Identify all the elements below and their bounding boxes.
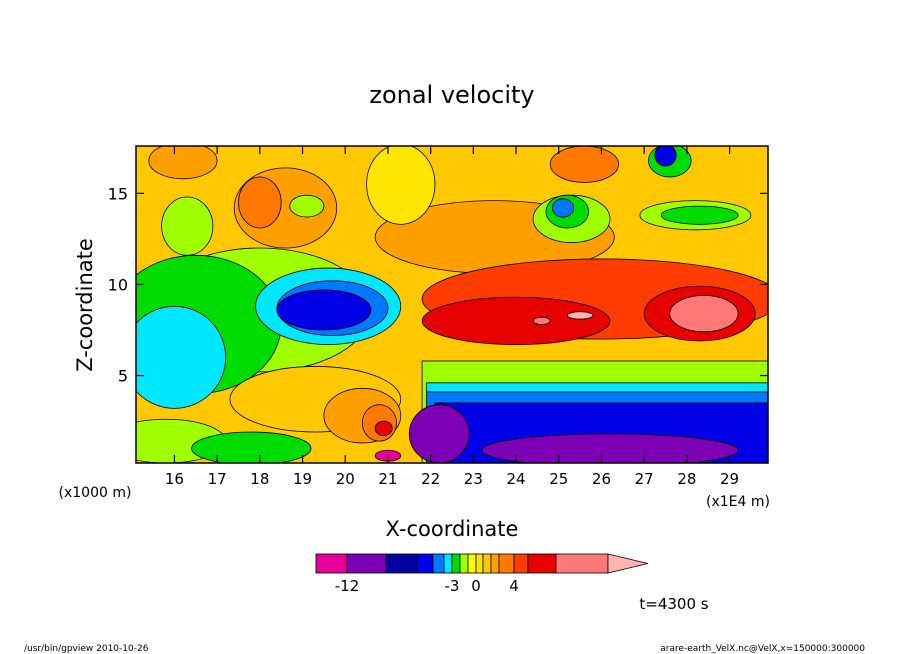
x-tick-label: 26 — [592, 470, 611, 488]
x-tick-label: 23 — [464, 470, 483, 488]
x-tick-label: 29 — [720, 470, 739, 488]
x-axis: 16 17 18 19 20 21 22 23 24 25 26 27 28 29 — [165, 146, 739, 488]
colorbar-extend-arrow — [607, 553, 649, 574]
colorbar-swatch — [416, 553, 434, 574]
colorbar-swatch — [490, 553, 500, 574]
x-tick-label: 24 — [507, 470, 526, 488]
chart-title: zonal velocity — [369, 81, 534, 109]
x-tick-label: 28 — [677, 470, 696, 488]
colorbar-swatch — [467, 553, 477, 574]
x-axis-label: X-coordinate — [386, 517, 519, 541]
x-tick-label: 19 — [293, 470, 312, 488]
x-unit-left: (x1000 m) — [59, 485, 132, 501]
footer-left: /usr/bin/gpview 2010-10-26 — [24, 644, 149, 654]
x-tick-label: 22 — [421, 470, 440, 488]
colorbar-tick-label: 4 — [509, 577, 519, 595]
y-tick-label: 15 — [108, 184, 128, 203]
time-label: t=4300 s — [639, 595, 708, 613]
colorbar-swatch — [346, 553, 387, 574]
colorbar-swatch — [432, 553, 445, 574]
x-tick-label: 21 — [378, 470, 397, 488]
y-axis: 5 10 15 — [108, 184, 768, 386]
colorbar-tick-label: -12 — [335, 577, 360, 595]
x-tick-label: 20 — [336, 470, 355, 488]
y-tick-label: 10 — [108, 275, 128, 294]
velocity-field — [136, 146, 768, 463]
x-unit-right: (x1E4 m) — [706, 494, 770, 510]
colorbar-swatch — [385, 553, 418, 574]
x-tick-label: 18 — [250, 470, 269, 488]
colorbar-tick-label: 0 — [471, 577, 481, 595]
plot-frame — [135, 145, 769, 464]
colorbar-swatch — [513, 553, 529, 574]
colorbar-swatch — [475, 553, 484, 574]
y-axis-label: Z-coordinate — [73, 238, 97, 372]
colorbar-tick-label: -3 — [445, 577, 460, 595]
x-tick-label: 25 — [549, 470, 568, 488]
colorbar-swatch — [459, 553, 469, 574]
colorbar-swatch — [498, 553, 515, 574]
x-tick-label: 27 — [635, 470, 654, 488]
x-tick-label: 16 — [165, 470, 184, 488]
colorbar-swatch — [443, 553, 453, 574]
x-tick-label: 17 — [208, 470, 227, 488]
colorbar-swatch — [527, 553, 557, 574]
colorbar: -12 -3 0 4 — [315, 553, 649, 595]
colorbar-swatch — [555, 553, 609, 574]
footer-right: arare-earth_VelX.nc@VelX,x=150000:300000 — [660, 644, 865, 654]
colorbar-swatch — [482, 553, 492, 574]
y-tick-label: 5 — [118, 367, 128, 386]
colorbar-swatch — [451, 553, 461, 574]
colorbar-swatch — [315, 553, 348, 574]
